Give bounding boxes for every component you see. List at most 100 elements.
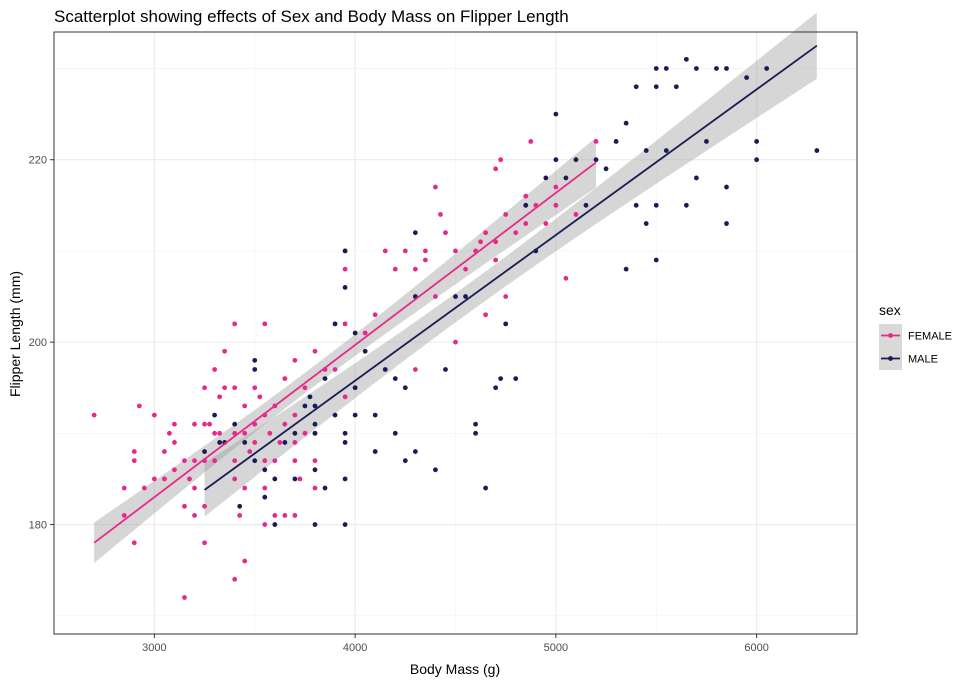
data-point-female xyxy=(242,558,248,564)
data-point-male xyxy=(593,157,599,163)
data-point-female xyxy=(192,458,197,464)
data-point-male xyxy=(382,367,388,372)
data-point-female xyxy=(302,385,308,391)
data-point-female xyxy=(222,348,228,354)
data-point-female xyxy=(192,485,197,491)
data-point-female xyxy=(131,449,137,454)
x-tick-label: 4000 xyxy=(343,642,367,654)
data-point-female xyxy=(277,440,283,445)
data-point-male xyxy=(513,376,519,382)
data-point-male xyxy=(443,367,448,372)
data-point-female xyxy=(252,385,258,391)
data-point-male xyxy=(603,166,609,172)
data-point-male xyxy=(292,430,298,436)
data-point-male xyxy=(503,321,509,327)
data-point-female xyxy=(242,403,248,409)
data-point-male xyxy=(653,66,659,71)
data-point-female xyxy=(131,540,137,546)
panel-border xyxy=(53,31,858,635)
data-point-female xyxy=(543,221,549,226)
data-point-female xyxy=(232,476,238,482)
trend-line-female xyxy=(93,161,597,544)
data-point-male xyxy=(342,522,348,527)
data-point-female xyxy=(503,294,509,299)
data-point-female xyxy=(402,248,408,254)
confidence-ribbons xyxy=(94,12,817,563)
data-point-male xyxy=(613,139,619,144)
data-point-male xyxy=(217,440,223,445)
data-point-female xyxy=(412,367,418,372)
data-point-male xyxy=(322,485,328,491)
data-point-female xyxy=(237,513,243,518)
data-point-male xyxy=(814,148,820,153)
data-point-male xyxy=(307,394,313,400)
data-point-female xyxy=(493,239,499,245)
data-point-female xyxy=(131,458,137,464)
data-point-female xyxy=(483,230,489,236)
data-point-female xyxy=(172,440,177,445)
data-point-male xyxy=(232,421,238,427)
data-point-male xyxy=(392,376,398,382)
chart-title: Scatterplot showing effects of Sex and B… xyxy=(54,7,569,26)
data-point-male xyxy=(498,376,504,382)
data-point-female xyxy=(141,485,147,491)
data-point-male xyxy=(342,440,348,445)
data-point-female xyxy=(262,485,268,491)
legend-key-point xyxy=(888,356,893,361)
data-point-male xyxy=(433,467,438,473)
data-point-male xyxy=(312,421,318,427)
data-point-female xyxy=(523,221,529,226)
data-point-female xyxy=(312,485,318,491)
data-point-female xyxy=(172,467,177,473)
legend-keys: FEMALE MALE xyxy=(879,324,952,370)
data-point-male xyxy=(553,111,559,117)
data-point-male xyxy=(463,294,468,299)
data-point-female xyxy=(513,230,519,236)
data-point-male xyxy=(633,84,639,90)
data-point-female xyxy=(212,367,218,372)
data-point-male xyxy=(272,476,278,482)
data-point-female xyxy=(202,421,207,427)
data-point-female xyxy=(202,385,207,391)
data-point-male xyxy=(342,284,348,290)
data-point-male xyxy=(272,522,278,527)
data-point-female xyxy=(412,266,418,272)
data-point-female xyxy=(382,248,388,254)
legend-label-female: FEMALE xyxy=(908,331,952,343)
data-point-male xyxy=(322,376,328,382)
data-point-male xyxy=(764,66,770,71)
data-point-male xyxy=(744,75,749,81)
data-point-female xyxy=(342,266,348,272)
data-point-female xyxy=(342,321,348,327)
data-point-female xyxy=(217,430,223,436)
data-point-female xyxy=(292,440,298,445)
data-point-female xyxy=(282,513,288,518)
data-point-male xyxy=(543,175,549,181)
data-point-female xyxy=(453,339,458,345)
data-point-male xyxy=(523,202,529,208)
data-point-female xyxy=(91,412,97,418)
data-point-male xyxy=(302,403,308,409)
data-point-female xyxy=(182,595,187,600)
data-point-female xyxy=(222,385,228,391)
data-point-male xyxy=(252,357,258,363)
data-point-female xyxy=(121,485,127,491)
data-point-female xyxy=(151,476,157,482)
data-point-male xyxy=(754,157,760,163)
data-point-female xyxy=(187,476,192,482)
data-point-female xyxy=(422,248,428,254)
data-point-female xyxy=(232,321,238,327)
data-point-female xyxy=(202,503,207,509)
data-point-female xyxy=(212,430,218,436)
data-point-female xyxy=(392,266,398,272)
y-tick-label: 180 xyxy=(29,520,47,532)
data-point-male xyxy=(683,202,689,208)
data-point-female xyxy=(232,458,238,464)
trend-line-male xyxy=(204,44,818,491)
data-point-male xyxy=(694,175,699,181)
data-point-female xyxy=(272,513,278,518)
legend-key-male: MALE xyxy=(879,347,938,370)
legend-key-point xyxy=(888,333,893,338)
